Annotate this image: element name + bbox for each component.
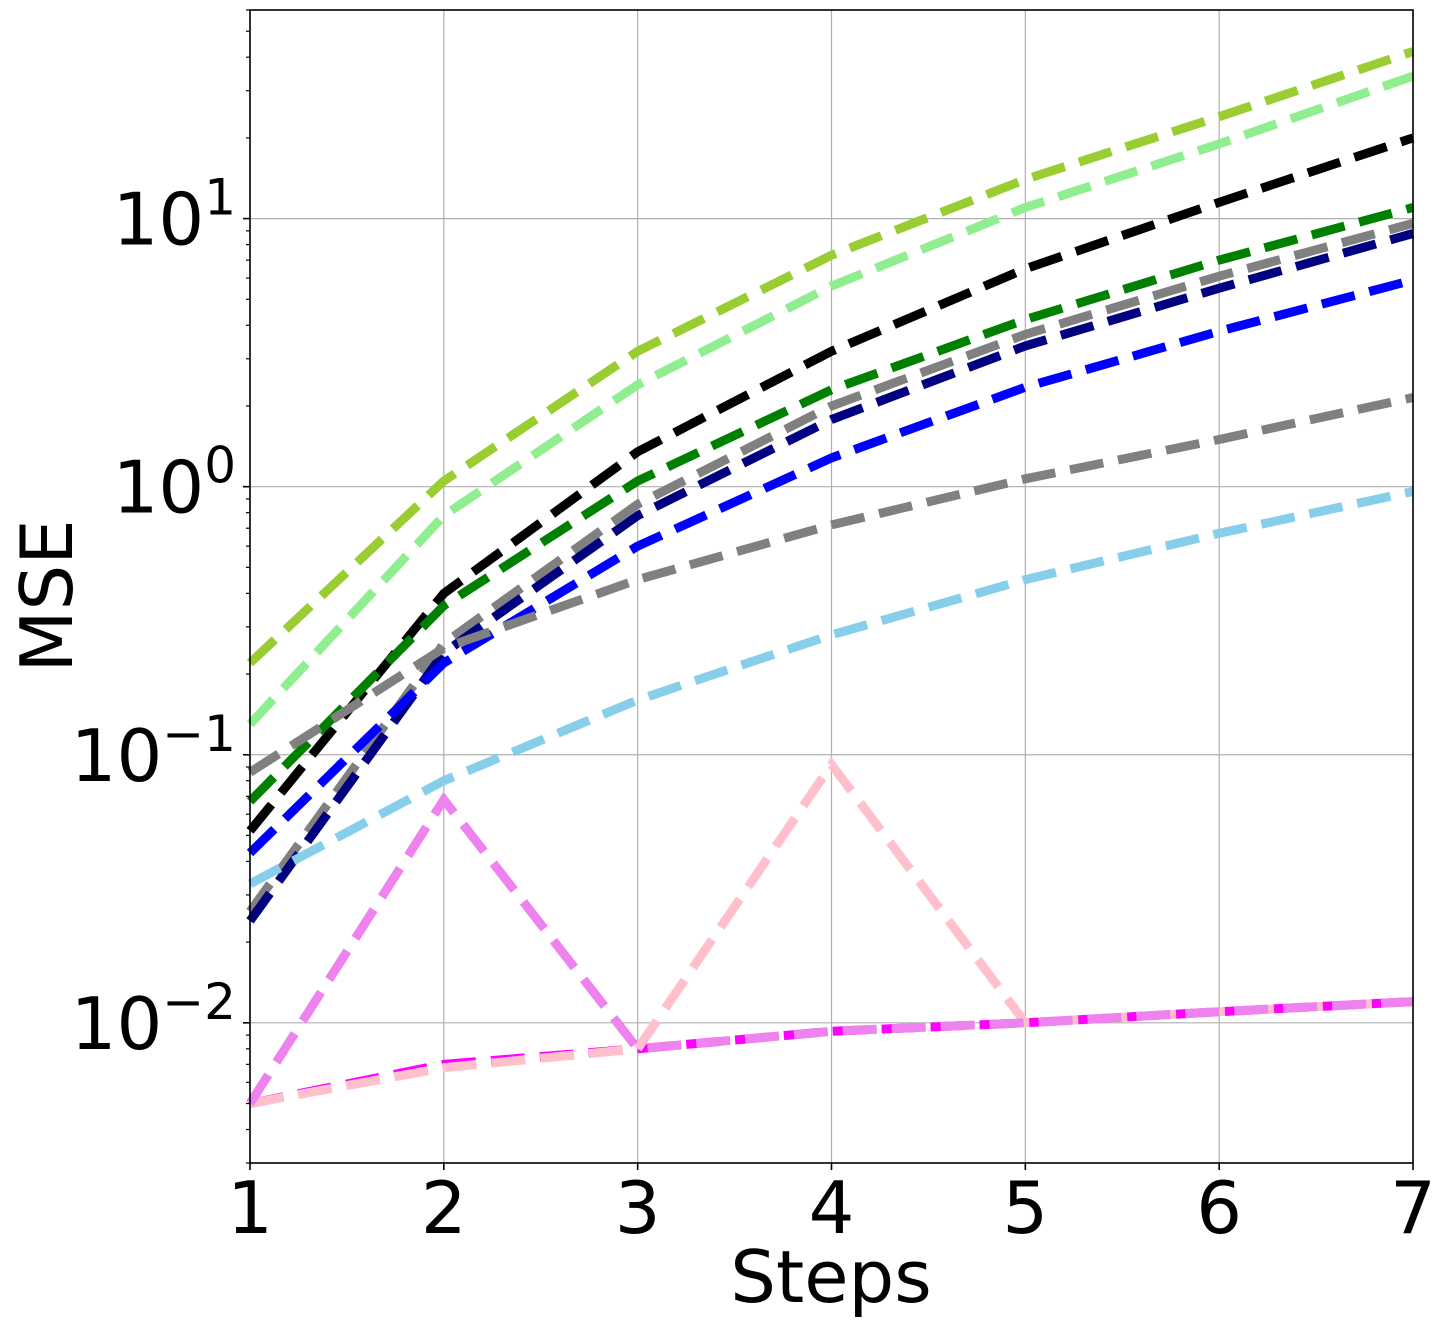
series-line-4	[246, 203, 1415, 805]
series-line-7	[246, 275, 1415, 857]
x-axis-label: Steps	[730, 1235, 931, 1319]
x-tick-label: 7	[1390, 1166, 1436, 1250]
series-line-6	[246, 229, 1415, 924]
series-line-3	[246, 133, 1415, 834]
y-axis-label: MSE	[5, 519, 89, 672]
x-tick-label: 6	[1196, 1166, 1242, 1250]
series-line-5	[246, 219, 1415, 915]
series-lines	[246, 47, 1415, 1108]
series-line-8	[247, 393, 1414, 777]
series-line-1	[246, 47, 1415, 667]
x-tick-label: 4	[809, 1166, 855, 1250]
x-tick-label: 5	[1002, 1166, 1048, 1250]
y-tick-labels: 10−2 10−1 100 101	[71, 9, 250, 1164]
x-tick-label: 1	[227, 1166, 273, 1250]
series-line-9	[247, 487, 1414, 888]
x-tick-label: 3	[615, 1166, 661, 1250]
y-tick-label: 101	[113, 169, 236, 262]
y-tick-label: 10−1	[71, 705, 236, 798]
x-tick-label: 2	[421, 1166, 467, 1250]
series-line-2	[246, 71, 1415, 728]
grid-lines	[249, 10, 1414, 1163]
x-tick-labels: 1 2 3 4 5 6 7	[227, 1163, 1436, 1250]
y-tick-label: 10−2	[71, 973, 236, 1066]
series-line-12	[246, 791, 1414, 1106]
y-tick-label: 100	[113, 437, 236, 530]
